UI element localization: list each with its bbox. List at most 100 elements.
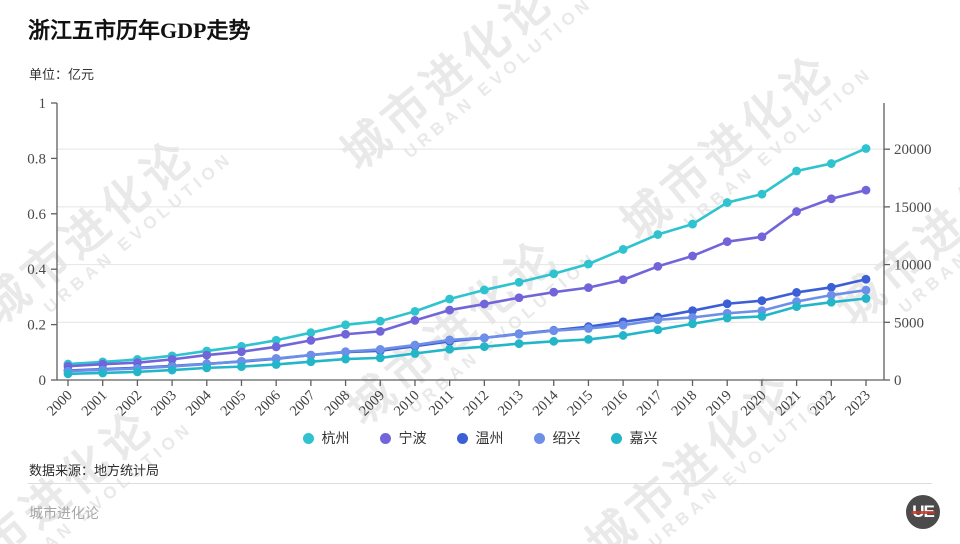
data-point-宁波-2011[interactable] bbox=[445, 305, 455, 315]
data-point-宁波-2007[interactable] bbox=[306, 335, 316, 345]
data-point-绍兴-2016[interactable] bbox=[618, 320, 628, 330]
data-point-嘉兴-2006[interactable] bbox=[271, 360, 281, 369]
legend-item-宁波[interactable]: 宁波 bbox=[379, 428, 427, 448]
data-point-嘉兴-2010[interactable] bbox=[410, 349, 420, 358]
data-point-绍兴-2006[interactable] bbox=[271, 354, 281, 363]
data-point-宁波-2006[interactable] bbox=[271, 342, 281, 352]
data-point-绍兴-2018[interactable] bbox=[688, 313, 697, 322]
data-point-宁波-2014[interactable] bbox=[549, 287, 559, 297]
data-point-绍兴-2011[interactable] bbox=[445, 335, 455, 345]
data-point-杭州-2019[interactable] bbox=[722, 198, 732, 207]
data-point-宁波-2015[interactable] bbox=[584, 283, 593, 293]
data-point-杭州-2011[interactable] bbox=[445, 294, 455, 304]
data-point-杭州-2015[interactable] bbox=[584, 259, 593, 269]
data-point-宁波-2017[interactable] bbox=[653, 262, 663, 271]
data-point-嘉兴-2017[interactable] bbox=[653, 325, 663, 335]
data-point-嘉兴-2013[interactable] bbox=[514, 339, 524, 349]
data-point-嘉兴-2021[interactable] bbox=[792, 302, 802, 312]
axis-tick-label: 2016 bbox=[599, 388, 631, 420]
data-point-杭州-2018[interactable] bbox=[688, 219, 697, 229]
data-point-嘉兴-2005[interactable] bbox=[237, 362, 246, 372]
data-point-温州-2022[interactable] bbox=[826, 282, 836, 292]
y-axis-left: 0 0.2 0.4 0.6 0.8 1 bbox=[27, 96, 58, 389]
data-point-嘉兴-2011[interactable] bbox=[445, 344, 455, 354]
data-point-杭州-2014[interactable] bbox=[549, 269, 559, 279]
data-point-绍兴-2015[interactable] bbox=[584, 324, 593, 333]
data-point-温州-2023[interactable] bbox=[861, 274, 871, 284]
data-point-绍兴-2023[interactable] bbox=[861, 285, 871, 295]
legend-item-杭州[interactable]: 杭州 bbox=[302, 428, 350, 448]
data-point-杭州-2020[interactable] bbox=[757, 189, 767, 199]
data-point-绍兴-2008[interactable] bbox=[341, 347, 350, 357]
data-point-嘉兴-2014[interactable] bbox=[549, 336, 559, 346]
y-axis-right: 0 5000 10000 15000 20000 bbox=[883, 103, 932, 389]
data-point-杭州-2017[interactable] bbox=[653, 230, 663, 239]
data-point-宁波-2023[interactable] bbox=[861, 185, 871, 195]
data-point-杭州-2016[interactable] bbox=[618, 245, 628, 254]
axis-tick-label: 2002 bbox=[113, 388, 145, 420]
legend-label: 嘉兴 bbox=[629, 432, 658, 447]
data-point-杭州-2022[interactable] bbox=[826, 159, 836, 168]
data-point-嘉兴-2000[interactable] bbox=[63, 369, 73, 379]
axis-tick-label: 2013 bbox=[495, 388, 527, 420]
legend-dot bbox=[379, 432, 391, 444]
data-point-嘉兴-2008[interactable] bbox=[341, 354, 350, 364]
data-point-嘉兴-2018[interactable] bbox=[688, 319, 697, 329]
legend-item-温州[interactable]: 温州 bbox=[456, 428, 504, 448]
data-point-绍兴-2009[interactable] bbox=[375, 345, 385, 354]
data-point-嘉兴-2022[interactable] bbox=[826, 297, 836, 307]
data-point-绍兴-2010[interactable] bbox=[410, 340, 420, 350]
data-point-杭州-2013[interactable] bbox=[514, 277, 524, 287]
data-point-杭州-2012[interactable] bbox=[479, 285, 489, 295]
data-point-杭州-2009[interactable] bbox=[375, 316, 385, 326]
data-point-温州-2019[interactable] bbox=[722, 299, 732, 309]
data-point-嘉兴-2004[interactable] bbox=[202, 363, 212, 373]
data-point-宁波-2008[interactable] bbox=[341, 329, 350, 339]
data-point-杭州-2007[interactable] bbox=[306, 328, 316, 338]
data-point-温州-2021[interactable] bbox=[792, 288, 802, 297]
series-line bbox=[67, 288, 867, 373]
data-point-嘉兴-2007[interactable] bbox=[306, 357, 316, 367]
data-point-杭州-2006[interactable] bbox=[271, 335, 281, 345]
data-point-宁波-2013[interactable] bbox=[514, 293, 524, 303]
data-point-绍兴-2012[interactable] bbox=[479, 333, 489, 343]
data-point-绍兴-2007[interactable] bbox=[306, 350, 316, 360]
data-point-嘉兴-2020[interactable] bbox=[757, 312, 767, 321]
data-point-宁波-2022[interactable] bbox=[826, 194, 836, 204]
data-point-宁波-2005[interactable] bbox=[237, 347, 246, 357]
data-point-嘉兴-2015[interactable] bbox=[584, 334, 593, 344]
data-point-杭州-2010[interactable] bbox=[410, 306, 420, 316]
data-point-杭州-2021[interactable] bbox=[792, 166, 802, 176]
legend-dot bbox=[533, 432, 545, 444]
data-point-宁波-2004[interactable] bbox=[202, 350, 212, 360]
data-point-宁波-2019[interactable] bbox=[722, 237, 732, 247]
data-point-嘉兴-2016[interactable] bbox=[618, 331, 628, 340]
data-point-嘉兴-2023[interactable] bbox=[861, 294, 871, 303]
data-point-绍兴-2013[interactable] bbox=[514, 329, 524, 339]
data-point-嘉兴-2002[interactable] bbox=[132, 367, 142, 377]
data-point-嘉兴-2009[interactable] bbox=[375, 353, 385, 363]
data-point-绍兴-2022[interactable] bbox=[826, 290, 836, 300]
data-point-宁波-2003[interactable] bbox=[167, 354, 177, 364]
axis-tick-label: 20000 bbox=[894, 142, 932, 158]
data-point-嘉兴-2012[interactable] bbox=[479, 342, 489, 352]
data-point-宁波-2012[interactable] bbox=[479, 299, 489, 309]
data-point-温州-2018[interactable] bbox=[688, 306, 697, 316]
data-point-宁波-2018[interactable] bbox=[688, 251, 697, 261]
data-point-杭州-2023[interactable] bbox=[861, 144, 871, 153]
legend-item-绍兴[interactable]: 绍兴 bbox=[533, 428, 581, 448]
data-point-宁波-2020[interactable] bbox=[757, 232, 767, 242]
data-point-宁波-2016[interactable] bbox=[618, 275, 628, 285]
legend-item-嘉兴[interactable]: 嘉兴 bbox=[610, 428, 658, 448]
data-point-嘉兴-2019[interactable] bbox=[722, 313, 732, 323]
data-point-温州-2020[interactable] bbox=[757, 296, 767, 306]
data-point-宁波-2021[interactable] bbox=[792, 207, 802, 216]
data-point-嘉兴-2003[interactable] bbox=[167, 365, 177, 375]
data-point-宁波-2010[interactable] bbox=[410, 316, 420, 325]
data-point-杭州-2008[interactable] bbox=[341, 320, 350, 330]
data-point-宁波-2009[interactable] bbox=[375, 326, 385, 336]
axis-tick-label: 2009 bbox=[356, 388, 388, 420]
data-point-嘉兴-2001[interactable] bbox=[98, 368, 108, 378]
data-point-绍兴-2017[interactable] bbox=[653, 315, 663, 325]
data-point-绍兴-2014[interactable] bbox=[549, 326, 559, 336]
